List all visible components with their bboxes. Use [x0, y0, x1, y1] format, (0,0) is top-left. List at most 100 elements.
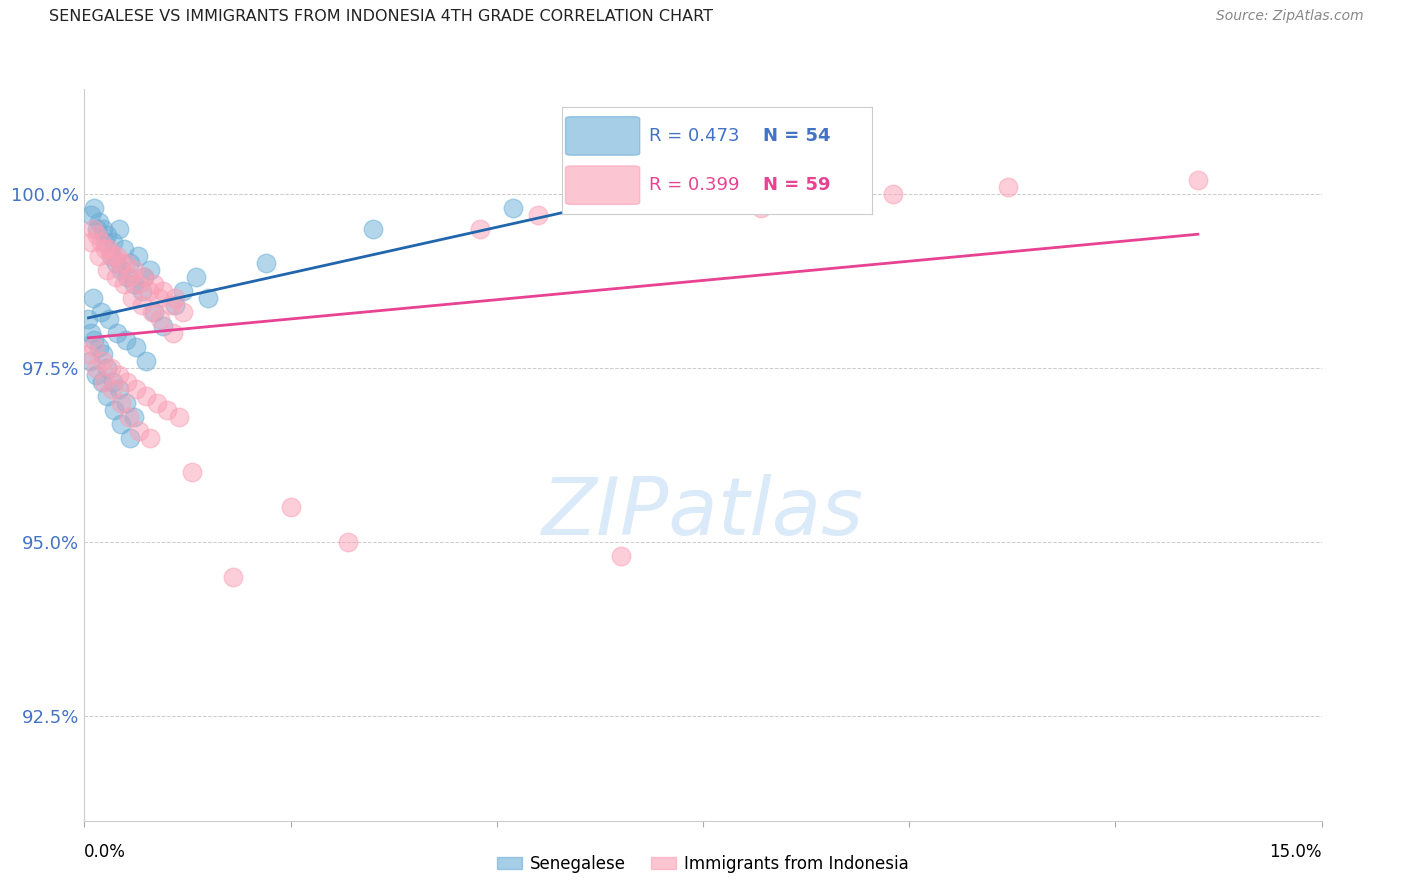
- Point: [121, 291, 143, 305]
- Point: [141, 305, 163, 319]
- Point: [152, 319, 174, 334]
- Point: [132, 270, 155, 285]
- Point: [222, 570, 245, 584]
- Text: N = 59: N = 59: [763, 177, 831, 194]
- Point: [84, 368, 107, 382]
- Point: [96, 360, 118, 375]
- Point: [882, 186, 904, 201]
- Point: [114, 333, 136, 347]
- Point: [156, 402, 179, 417]
- Point: [90, 375, 112, 389]
- Point: [91, 347, 114, 361]
- Point: [152, 284, 174, 298]
- Point: [609, 549, 631, 563]
- Point: [86, 228, 108, 243]
- Point: [89, 340, 111, 354]
- Point: [91, 354, 114, 368]
- Point: [110, 395, 132, 409]
- Point: [89, 249, 111, 263]
- Point: [184, 270, 207, 285]
- Point: [80, 326, 103, 340]
- Point: [143, 305, 166, 319]
- Text: 15.0%: 15.0%: [1270, 843, 1322, 861]
- Point: [103, 249, 125, 263]
- Point: [167, 409, 190, 424]
- Point: [110, 263, 132, 277]
- Point: [104, 256, 127, 270]
- Point: [98, 243, 121, 257]
- Point: [160, 298, 183, 312]
- Point: [83, 201, 105, 215]
- Point: [80, 235, 103, 250]
- Point: [122, 409, 145, 424]
- Point: [118, 270, 141, 285]
- Point: [112, 243, 135, 257]
- Point: [118, 430, 141, 444]
- Legend: Senegalese, Immigrants from Indonesia: Senegalese, Immigrants from Indonesia: [491, 848, 915, 880]
- Point: [96, 389, 118, 403]
- Text: ZIPatlas: ZIPatlas: [541, 475, 865, 552]
- Point: [997, 179, 1019, 194]
- Point: [77, 312, 100, 326]
- Point: [280, 500, 302, 515]
- FancyBboxPatch shape: [565, 166, 640, 204]
- Point: [90, 305, 112, 319]
- Text: R = 0.399: R = 0.399: [650, 177, 740, 194]
- Point: [165, 291, 187, 305]
- Point: [103, 402, 125, 417]
- Point: [165, 298, 187, 312]
- Point: [124, 340, 146, 354]
- Point: [131, 284, 153, 298]
- Point: [131, 298, 153, 312]
- Point: [100, 249, 122, 263]
- Point: [337, 535, 360, 549]
- Point: [162, 326, 184, 340]
- Point: [105, 249, 128, 263]
- Point: [254, 256, 277, 270]
- Point: [138, 284, 160, 298]
- Point: [112, 277, 135, 292]
- Point: [172, 305, 194, 319]
- Point: [110, 256, 132, 270]
- Point: [122, 263, 145, 277]
- Point: [79, 354, 101, 368]
- Point: [83, 333, 105, 347]
- FancyBboxPatch shape: [565, 117, 640, 155]
- Point: [104, 270, 127, 285]
- Point: [124, 382, 146, 396]
- Point: [749, 201, 772, 215]
- Point: [148, 291, 170, 305]
- Point: [128, 424, 150, 438]
- Point: [110, 417, 132, 431]
- Point: [89, 214, 111, 228]
- Point: [172, 284, 194, 298]
- Point: [502, 201, 524, 215]
- Point: [108, 382, 131, 396]
- Point: [146, 395, 169, 409]
- Point: [108, 221, 131, 235]
- Point: [103, 375, 125, 389]
- Point: [1187, 173, 1209, 187]
- Point: [114, 256, 136, 270]
- Point: [80, 208, 103, 222]
- Point: [100, 360, 122, 375]
- Point: [96, 228, 118, 243]
- Point: [82, 291, 104, 305]
- Point: [149, 312, 172, 326]
- Point: [127, 277, 149, 292]
- Point: [527, 208, 550, 222]
- Point: [692, 186, 714, 201]
- Point: [197, 291, 219, 305]
- Point: [93, 375, 115, 389]
- Text: Source: ZipAtlas.com: Source: ZipAtlas.com: [1216, 9, 1364, 23]
- Point: [117, 375, 139, 389]
- Point: [470, 221, 492, 235]
- Point: [108, 368, 131, 382]
- Point: [139, 430, 162, 444]
- Point: [122, 277, 145, 292]
- Point: [94, 235, 117, 250]
- Text: R = 0.473: R = 0.473: [650, 127, 740, 145]
- Point: [127, 249, 149, 263]
- Point: [101, 382, 124, 396]
- Point: [180, 466, 202, 480]
